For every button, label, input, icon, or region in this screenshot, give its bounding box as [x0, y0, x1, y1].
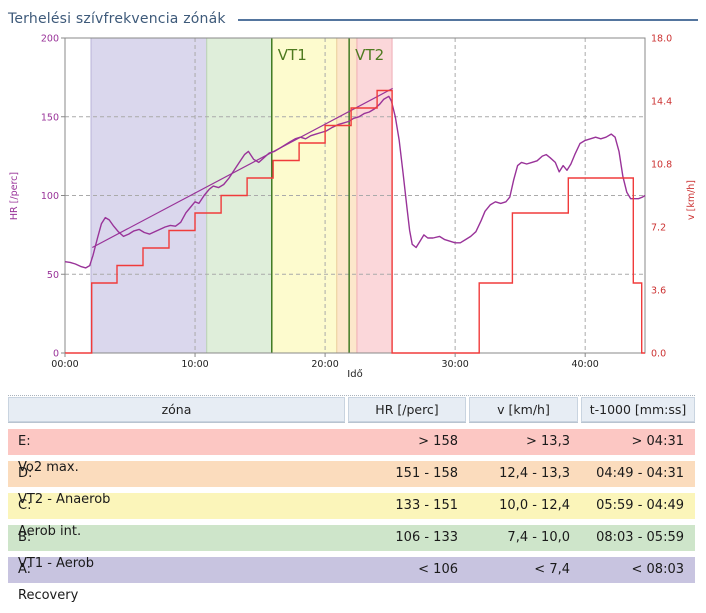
- zone-name-cell: D: VT2 - Anaerob: [8, 461, 348, 507]
- zone-table-header-cell: HR [/perc]: [348, 397, 466, 423]
- zone-table-header: zóna HR [/perc] v [km/h] t-1000 [mm:ss]: [8, 395, 695, 423]
- vt2-label: VT2: [355, 46, 384, 64]
- zone-table: zóna HR [/perc] v [km/h] t-1000 [mm:ss] E: Vo…: [8, 395, 695, 603]
- right-tick-label: 18.0: [651, 34, 672, 45]
- table-row-zone-A: A: Recovery < 106 < 7,4 < 08:03: [8, 557, 695, 603]
- zone-name-cell: E: Vo2 max.: [8, 429, 348, 475]
- zone-letter: D:: [18, 466, 33, 481]
- zone-speed-range: 12,4 - 13,3: [499, 466, 570, 481]
- zone-name-cell: A: Recovery: [8, 557, 348, 603]
- left-tick-label: 50: [47, 270, 59, 281]
- table-row-zone-C: C: Aerob int. 133 - 151 10,0 - 12,4 05:59 - …: [8, 493, 695, 539]
- zone-table-header-cell: v [km/h]: [469, 397, 578, 423]
- hr-trend-line: [92, 87, 393, 249]
- zone-name: VT2 - Anaerob: [18, 492, 111, 507]
- x-tick-label: 00:00: [51, 359, 78, 370]
- zone-speed-range: 10,0 - 12,4: [499, 498, 570, 513]
- right-tick-label: 3.6: [651, 286, 666, 297]
- right-axis-title: v [km/h]: [686, 180, 697, 220]
- table-row-zone-B: B: VT1 - Aerob 106 - 133 7,4 - 10,0 08:03 - …: [8, 525, 695, 571]
- x-tick-label: 10:00: [181, 359, 208, 370]
- left-tick-label: 100: [41, 191, 59, 202]
- left-tick-label: 200: [41, 34, 59, 45]
- zone-hr-range: < 106: [418, 562, 458, 577]
- zone-name: Recovery: [18, 588, 79, 603]
- left-tick-label: 150: [41, 112, 59, 123]
- zone-speed-range: > 13,3: [526, 434, 570, 449]
- zone-pace-range: > 04:31: [631, 434, 685, 449]
- right-tick-label: 0.0: [651, 349, 666, 360]
- title-rule: [237, 19, 698, 21]
- zone-name-cell: B: VT1 - Aerob: [8, 525, 348, 571]
- zone-speed-range: < 7,4: [534, 562, 570, 577]
- title-bar: Terhelési szívfrekvencia zónák: [0, 0, 706, 30]
- x-tick-label: 40:00: [571, 359, 598, 370]
- zone-pace-range: 05:59 - 04:49: [596, 498, 684, 513]
- x-axis-title: Idő: [347, 368, 362, 380]
- zone-name-cell: C: Aerob int.: [8, 493, 348, 539]
- zone-table-header-cell: t-1000 [mm:ss]: [581, 397, 695, 423]
- zone-hr-range: > 158: [418, 434, 458, 449]
- page-title: Terhelési szívfrekvencia zónák: [8, 11, 226, 27]
- zone-pace-range: < 08:03: [631, 562, 685, 577]
- table-row-zone-E: E: Vo2 max. > 158 > 13,3 > 04:31: [8, 429, 695, 475]
- zone-table-header-cell: zóna: [8, 397, 345, 423]
- vt1-label: VT1: [278, 46, 307, 64]
- table-row-zone-D: D: VT2 - Anaerob 151 - 158 12,4 - 13,3 04:49…: [8, 461, 695, 507]
- left-axis-title: HR [/perc]: [9, 172, 20, 220]
- zone-hr-range: 151 - 158: [395, 466, 458, 481]
- zone-pace-range: 04:49 - 04:31: [596, 466, 684, 481]
- zone-pace-range: 08:03 - 05:59: [596, 530, 684, 545]
- zone-speed-range: 7,4 - 10,0: [507, 530, 570, 545]
- x-tick-label: 20:00: [311, 359, 338, 370]
- zone-name: VT1 - Aerob: [18, 556, 94, 571]
- hr-line: [64, 95, 646, 269]
- speed-step-line: [65, 89, 645, 354]
- zone-name: Aerob int.: [18, 524, 82, 539]
- zone-letter: A:: [18, 562, 32, 577]
- right-tick-label: 14.4: [651, 97, 672, 108]
- right-tick-label: 7.2: [651, 223, 666, 234]
- hr-zones-chart: VT1 VT2 0 50 100 150 200 0.0 3.6 7.2 10.8 14.4 18.0 0…: [9, 34, 697, 381]
- zone-letter: E:: [18, 434, 31, 449]
- x-tick-label: 30:00: [441, 359, 468, 370]
- zone-hr-range: 106 - 133: [395, 530, 458, 545]
- zone-hr-range: 133 - 151: [395, 498, 458, 513]
- right-tick-label: 10.8: [651, 160, 672, 171]
- zone-letter: C:: [18, 498, 32, 513]
- left-tick-label: 0: [53, 349, 59, 360]
- zone-name: Vo2 max.: [18, 460, 79, 475]
- zone-letter: B:: [18, 530, 32, 545]
